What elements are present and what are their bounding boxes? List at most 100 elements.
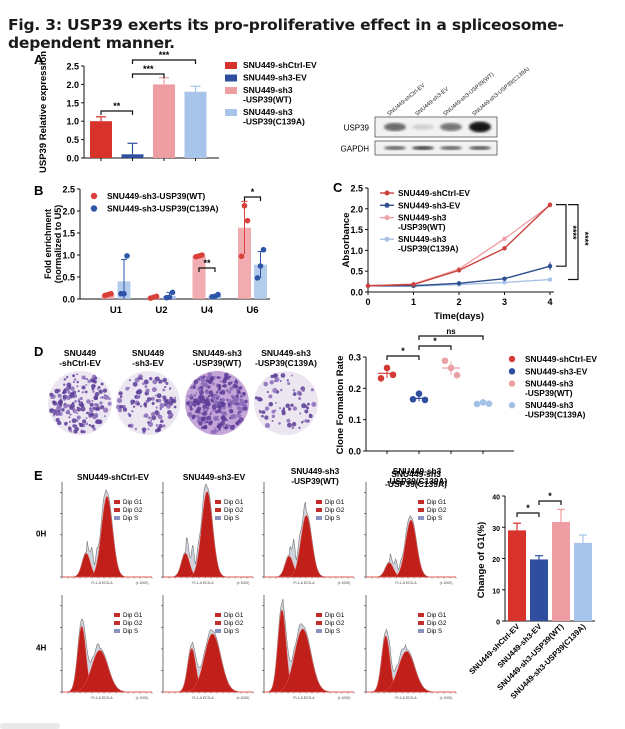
- panel-c-x-tick-label: 1: [411, 297, 416, 307]
- panel-c-data-point: [502, 236, 507, 241]
- colony: [76, 415, 81, 420]
- panel-d-data-point: [409, 396, 417, 403]
- panel-d-image-label: SNU449: [64, 348, 96, 358]
- colony: [61, 391, 64, 394]
- colony: [208, 390, 214, 395]
- panel-b-y-tick-label: 0.0: [62, 295, 75, 305]
- colony: [216, 376, 220, 379]
- colony: [272, 388, 278, 394]
- panel-a-y-tick-label: 0.5: [66, 135, 79, 145]
- colony: [138, 394, 141, 397]
- colony: [266, 390, 269, 394]
- colony: [65, 395, 71, 401]
- colony: [70, 430, 73, 433]
- colony: [254, 396, 259, 400]
- panel-d-data-point: [473, 400, 481, 408]
- colony: [218, 401, 222, 405]
- panel-d-image-label: -USP39(C139A): [255, 358, 317, 368]
- colony: [89, 408, 94, 414]
- colony: [59, 402, 63, 406]
- colony: [130, 399, 136, 405]
- panel-c-x-tick-label: 2: [456, 297, 461, 307]
- colony: [198, 416, 201, 419]
- panel-c-data-point: [547, 202, 553, 207]
- colony: [122, 407, 128, 412]
- panel-b-y-tick-label: 0.5: [62, 273, 75, 283]
- panel-b-y-axis-label-line: (normalized to U5): [53, 205, 63, 284]
- colony: [210, 429, 215, 435]
- colony: [118, 408, 123, 413]
- colony: [207, 372, 213, 377]
- panel-label-e: E: [34, 468, 43, 483]
- colony: [100, 405, 105, 410]
- panel-a-significance-label: ***: [159, 50, 170, 60]
- colony: [95, 407, 99, 411]
- panel-a-bar: [153, 84, 175, 158]
- colony: [93, 403, 96, 406]
- colony: [155, 424, 159, 427]
- colony: [155, 406, 158, 409]
- colony: [137, 388, 143, 395]
- panel-a-legend-swatch: [225, 109, 237, 116]
- panel-c-data-point: [456, 281, 462, 286]
- colony: [154, 394, 157, 397]
- colony: [127, 386, 130, 389]
- colony: [119, 404, 123, 409]
- colony: [147, 428, 150, 431]
- colony: [200, 381, 206, 387]
- colony: [196, 420, 199, 423]
- colony: [217, 418, 220, 421]
- colony: [237, 411, 240, 414]
- colony: [150, 412, 156, 417]
- colony: [225, 424, 228, 427]
- panel-e-legend-label: Dip S: [427, 515, 442, 522]
- colony: [80, 406, 86, 412]
- colony: [92, 427, 96, 431]
- panel-d-significance-bracket: [418, 335, 484, 340]
- colony: [207, 394, 211, 398]
- colony: [72, 424, 76, 428]
- colony: [268, 401, 274, 407]
- colony: [91, 378, 96, 383]
- panel-e-legend-label: Dip S: [224, 628, 239, 635]
- colony: [136, 395, 140, 400]
- colony: [162, 388, 166, 392]
- blot-row-label: USP39: [344, 124, 370, 133]
- colony: [287, 422, 292, 428]
- panel-a-significance-bracket: [131, 73, 165, 78]
- colony: [218, 428, 221, 431]
- colony: [156, 393, 162, 399]
- panel-c-legend-label: SNU449-sh3: [398, 213, 447, 223]
- colony: [259, 410, 263, 414]
- colony: [79, 423, 84, 428]
- colony: [119, 395, 123, 398]
- panel-b-bar-chart: 0.0 0.5 1.0 1.5 2.0 2.5 Fold enrichment(normal…: [43, 185, 270, 316]
- panel-c-data-point: [502, 246, 507, 251]
- colony: [84, 390, 88, 394]
- colony: [89, 402, 94, 407]
- panel-c-y-tick-label: 2.0: [350, 204, 363, 214]
- colony: [226, 389, 229, 392]
- colony: [76, 380, 79, 384]
- panel-e-significance-label: *: [526, 503, 530, 513]
- blot-band: [440, 123, 462, 131]
- panel-c-legend-label: -USP39(C139A): [398, 244, 459, 254]
- colony: [107, 401, 112, 406]
- colony: [78, 400, 81, 403]
- horizontal-scrollbar[interactable]: [0, 723, 60, 729]
- panel-e-legend-swatch: [316, 613, 322, 617]
- colony: [210, 411, 213, 414]
- colony: [99, 401, 103, 405]
- colony: [94, 392, 100, 397]
- panel-a-y-tick-label: 0.0: [66, 154, 79, 164]
- colony: [68, 426, 72, 430]
- colony: [237, 419, 241, 424]
- colony: [189, 405, 193, 408]
- panel-a-legend-swatch: [225, 74, 237, 82]
- colony: [292, 392, 297, 396]
- colony: [136, 402, 141, 406]
- colony: [287, 407, 292, 411]
- colony: [162, 377, 167, 383]
- colony: [234, 380, 239, 385]
- colony: [65, 386, 70, 392]
